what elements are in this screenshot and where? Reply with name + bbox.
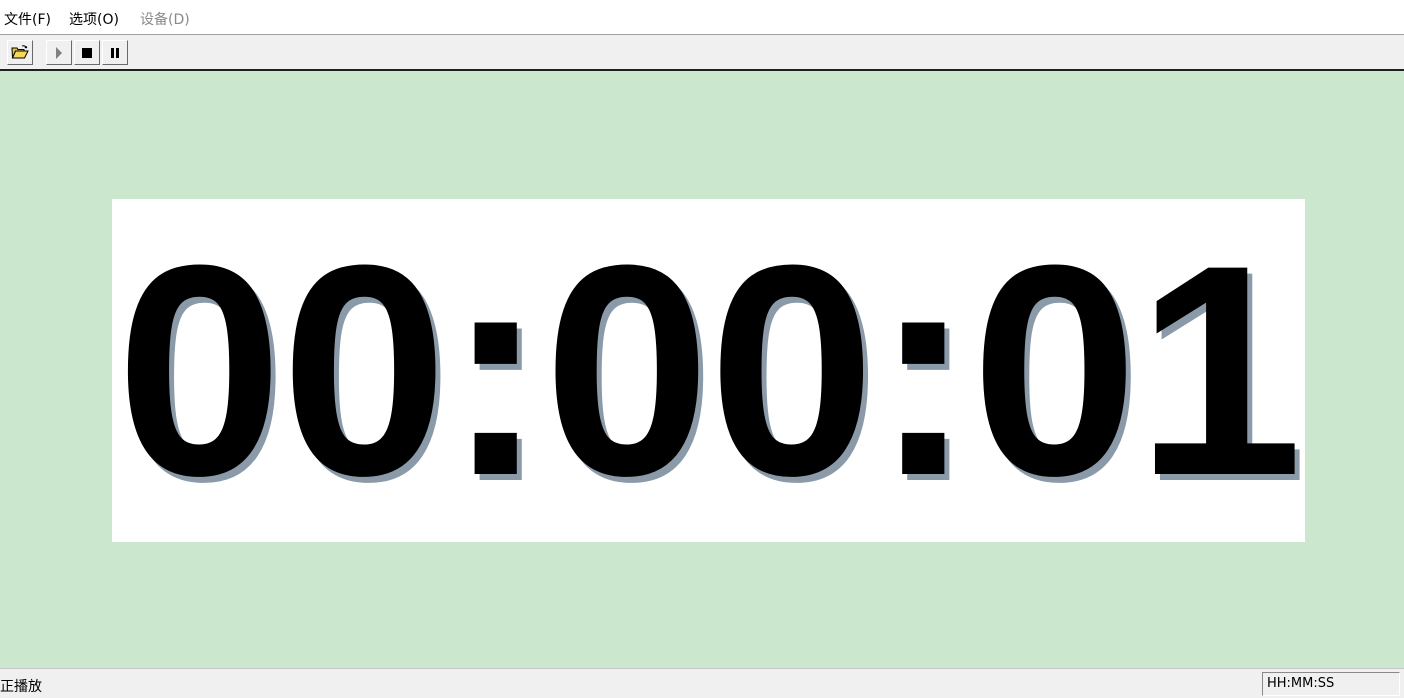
play-button[interactable] [46,40,72,65]
menu-bar: 文件(F) 选项(O) 设备(D) [0,0,1404,35]
folder-open-icon [11,45,29,59]
stop-icon [82,47,92,58]
timer-panel: 00:00:01 [112,199,1305,542]
main-area: 00:00:01 [0,71,1404,668]
status-message: 正播放 [0,679,42,695]
time-format-indicator: HH:MM:SS [1262,672,1400,696]
pause-button[interactable] [102,40,128,65]
open-file-button[interactable] [7,40,33,65]
menu-device[interactable]: 设备(D) [140,12,190,28]
timer-display: 00:00:01 [116,202,1303,538]
status-bar: 正播放 HH:MM:SS [0,668,1404,698]
toolbar [0,35,1404,71]
stop-button[interactable] [74,40,100,65]
menu-file[interactable]: 文件(F) [4,12,51,28]
menu-options[interactable]: 选项(O) [69,12,119,28]
pause-icon [111,47,119,58]
play-icon [56,46,62,59]
